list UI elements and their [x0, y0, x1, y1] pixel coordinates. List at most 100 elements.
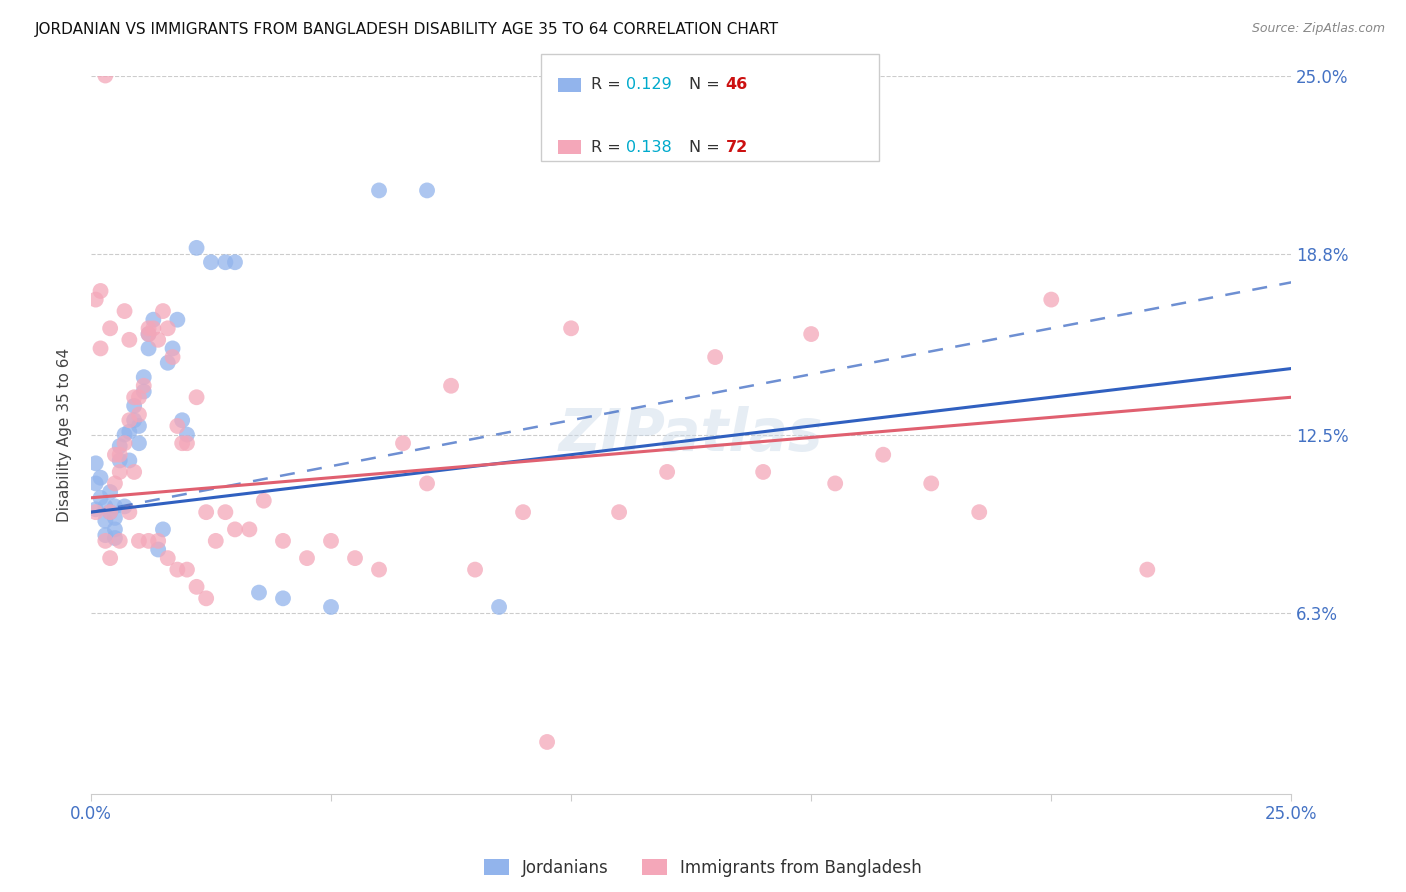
Point: [967, 505, 990, 519]
Point: [344, 551, 367, 566]
Point: [138, 321, 160, 335]
Point: [824, 476, 846, 491]
Point: [247, 585, 270, 599]
Point: [166, 419, 188, 434]
Text: R =: R =: [591, 78, 626, 92]
Point: [186, 580, 208, 594]
Point: [138, 327, 160, 342]
Point: [108, 448, 131, 462]
Point: [94, 528, 117, 542]
Point: [108, 453, 131, 467]
Point: [172, 436, 194, 450]
Point: [114, 436, 136, 450]
Text: 46: 46: [725, 78, 748, 92]
Point: [872, 448, 894, 462]
Point: [128, 408, 150, 422]
Point: [98, 321, 121, 335]
Point: [214, 255, 236, 269]
Point: [214, 505, 236, 519]
Point: [319, 599, 342, 614]
Point: [416, 183, 439, 197]
Point: [118, 333, 141, 347]
Point: [118, 413, 141, 427]
Point: [114, 304, 136, 318]
Point: [104, 500, 127, 514]
Point: [132, 370, 155, 384]
Point: [98, 551, 121, 566]
Point: [271, 533, 294, 548]
Point: [704, 350, 727, 364]
Text: N =: N =: [689, 78, 725, 92]
Point: [104, 531, 127, 545]
Point: [94, 533, 117, 548]
Point: [920, 476, 942, 491]
Point: [800, 327, 823, 342]
Point: [295, 551, 318, 566]
Point: [156, 321, 179, 335]
Point: [186, 390, 208, 404]
Point: [98, 505, 121, 519]
Point: [98, 485, 121, 500]
Point: [204, 533, 226, 548]
Point: [90, 342, 112, 356]
Point: [416, 476, 439, 491]
Point: [224, 522, 246, 536]
Point: [138, 533, 160, 548]
Point: [128, 419, 150, 434]
Point: [162, 350, 184, 364]
Point: [114, 427, 136, 442]
Point: [118, 453, 141, 467]
Point: [176, 436, 198, 450]
Point: [104, 448, 127, 462]
Point: [560, 321, 582, 335]
Point: [132, 378, 155, 392]
Point: [118, 425, 141, 439]
Point: [104, 522, 127, 536]
Point: [128, 436, 150, 450]
Point: [195, 591, 218, 606]
Point: [90, 491, 112, 505]
Point: [122, 465, 145, 479]
Text: 72: 72: [725, 140, 748, 154]
Point: [271, 591, 294, 606]
Point: [176, 427, 198, 442]
Text: R =: R =: [591, 140, 626, 154]
Point: [138, 327, 160, 342]
Point: [122, 413, 145, 427]
Point: [114, 500, 136, 514]
Point: [166, 312, 188, 326]
Point: [90, 284, 112, 298]
Point: [172, 413, 194, 427]
Point: [152, 522, 174, 536]
Point: [108, 533, 131, 548]
Y-axis label: Disability Age 35 to 64: Disability Age 35 to 64: [58, 348, 72, 522]
Point: [319, 533, 342, 548]
Point: [84, 502, 107, 516]
Point: [156, 551, 179, 566]
Point: [200, 255, 222, 269]
Point: [122, 399, 145, 413]
Point: [132, 384, 155, 399]
Point: [166, 563, 188, 577]
Point: [152, 304, 174, 318]
Text: N =: N =: [689, 140, 725, 154]
Point: [224, 255, 246, 269]
Point: [142, 321, 165, 335]
Point: [138, 342, 160, 356]
Point: [104, 476, 127, 491]
Point: [752, 465, 775, 479]
Point: [84, 476, 107, 491]
Point: [655, 465, 678, 479]
Point: [84, 456, 107, 470]
Text: JORDANIAN VS IMMIGRANTS FROM BANGLADESH DISABILITY AGE 35 TO 64 CORRELATION CHAR: JORDANIAN VS IMMIGRANTS FROM BANGLADESH …: [35, 22, 779, 37]
Point: [488, 599, 510, 614]
Point: [392, 436, 415, 450]
Text: Source: ZipAtlas.com: Source: ZipAtlas.com: [1251, 22, 1385, 36]
Point: [108, 465, 131, 479]
Point: [1136, 563, 1159, 577]
Text: 0.129: 0.129: [626, 78, 672, 92]
Point: [238, 522, 260, 536]
Point: [90, 471, 112, 485]
Point: [536, 735, 558, 749]
Point: [104, 511, 127, 525]
